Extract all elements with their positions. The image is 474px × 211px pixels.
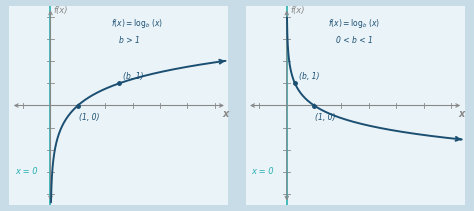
Text: $f(x) = \log_b\,(x)$: $f(x) = \log_b\,(x)$ <box>110 17 163 30</box>
Text: (1, 0): (1, 0) <box>316 113 336 122</box>
Text: b > 1: b > 1 <box>119 36 140 45</box>
Text: f(x): f(x) <box>54 6 68 15</box>
Text: x: x <box>222 109 228 119</box>
Text: x = 0: x = 0 <box>15 167 37 176</box>
Text: (1, 0): (1, 0) <box>79 113 100 122</box>
Text: x = 0: x = 0 <box>251 167 274 176</box>
Text: $f(x) = \log_b\,(x)$: $f(x) = \log_b\,(x)$ <box>328 17 380 30</box>
Text: f(x): f(x) <box>290 6 305 15</box>
Text: (b, 1): (b, 1) <box>123 72 144 81</box>
Text: (b, 1): (b, 1) <box>299 72 319 81</box>
Text: x: x <box>458 109 465 119</box>
Text: 0 < b < 1: 0 < b < 1 <box>336 36 373 45</box>
